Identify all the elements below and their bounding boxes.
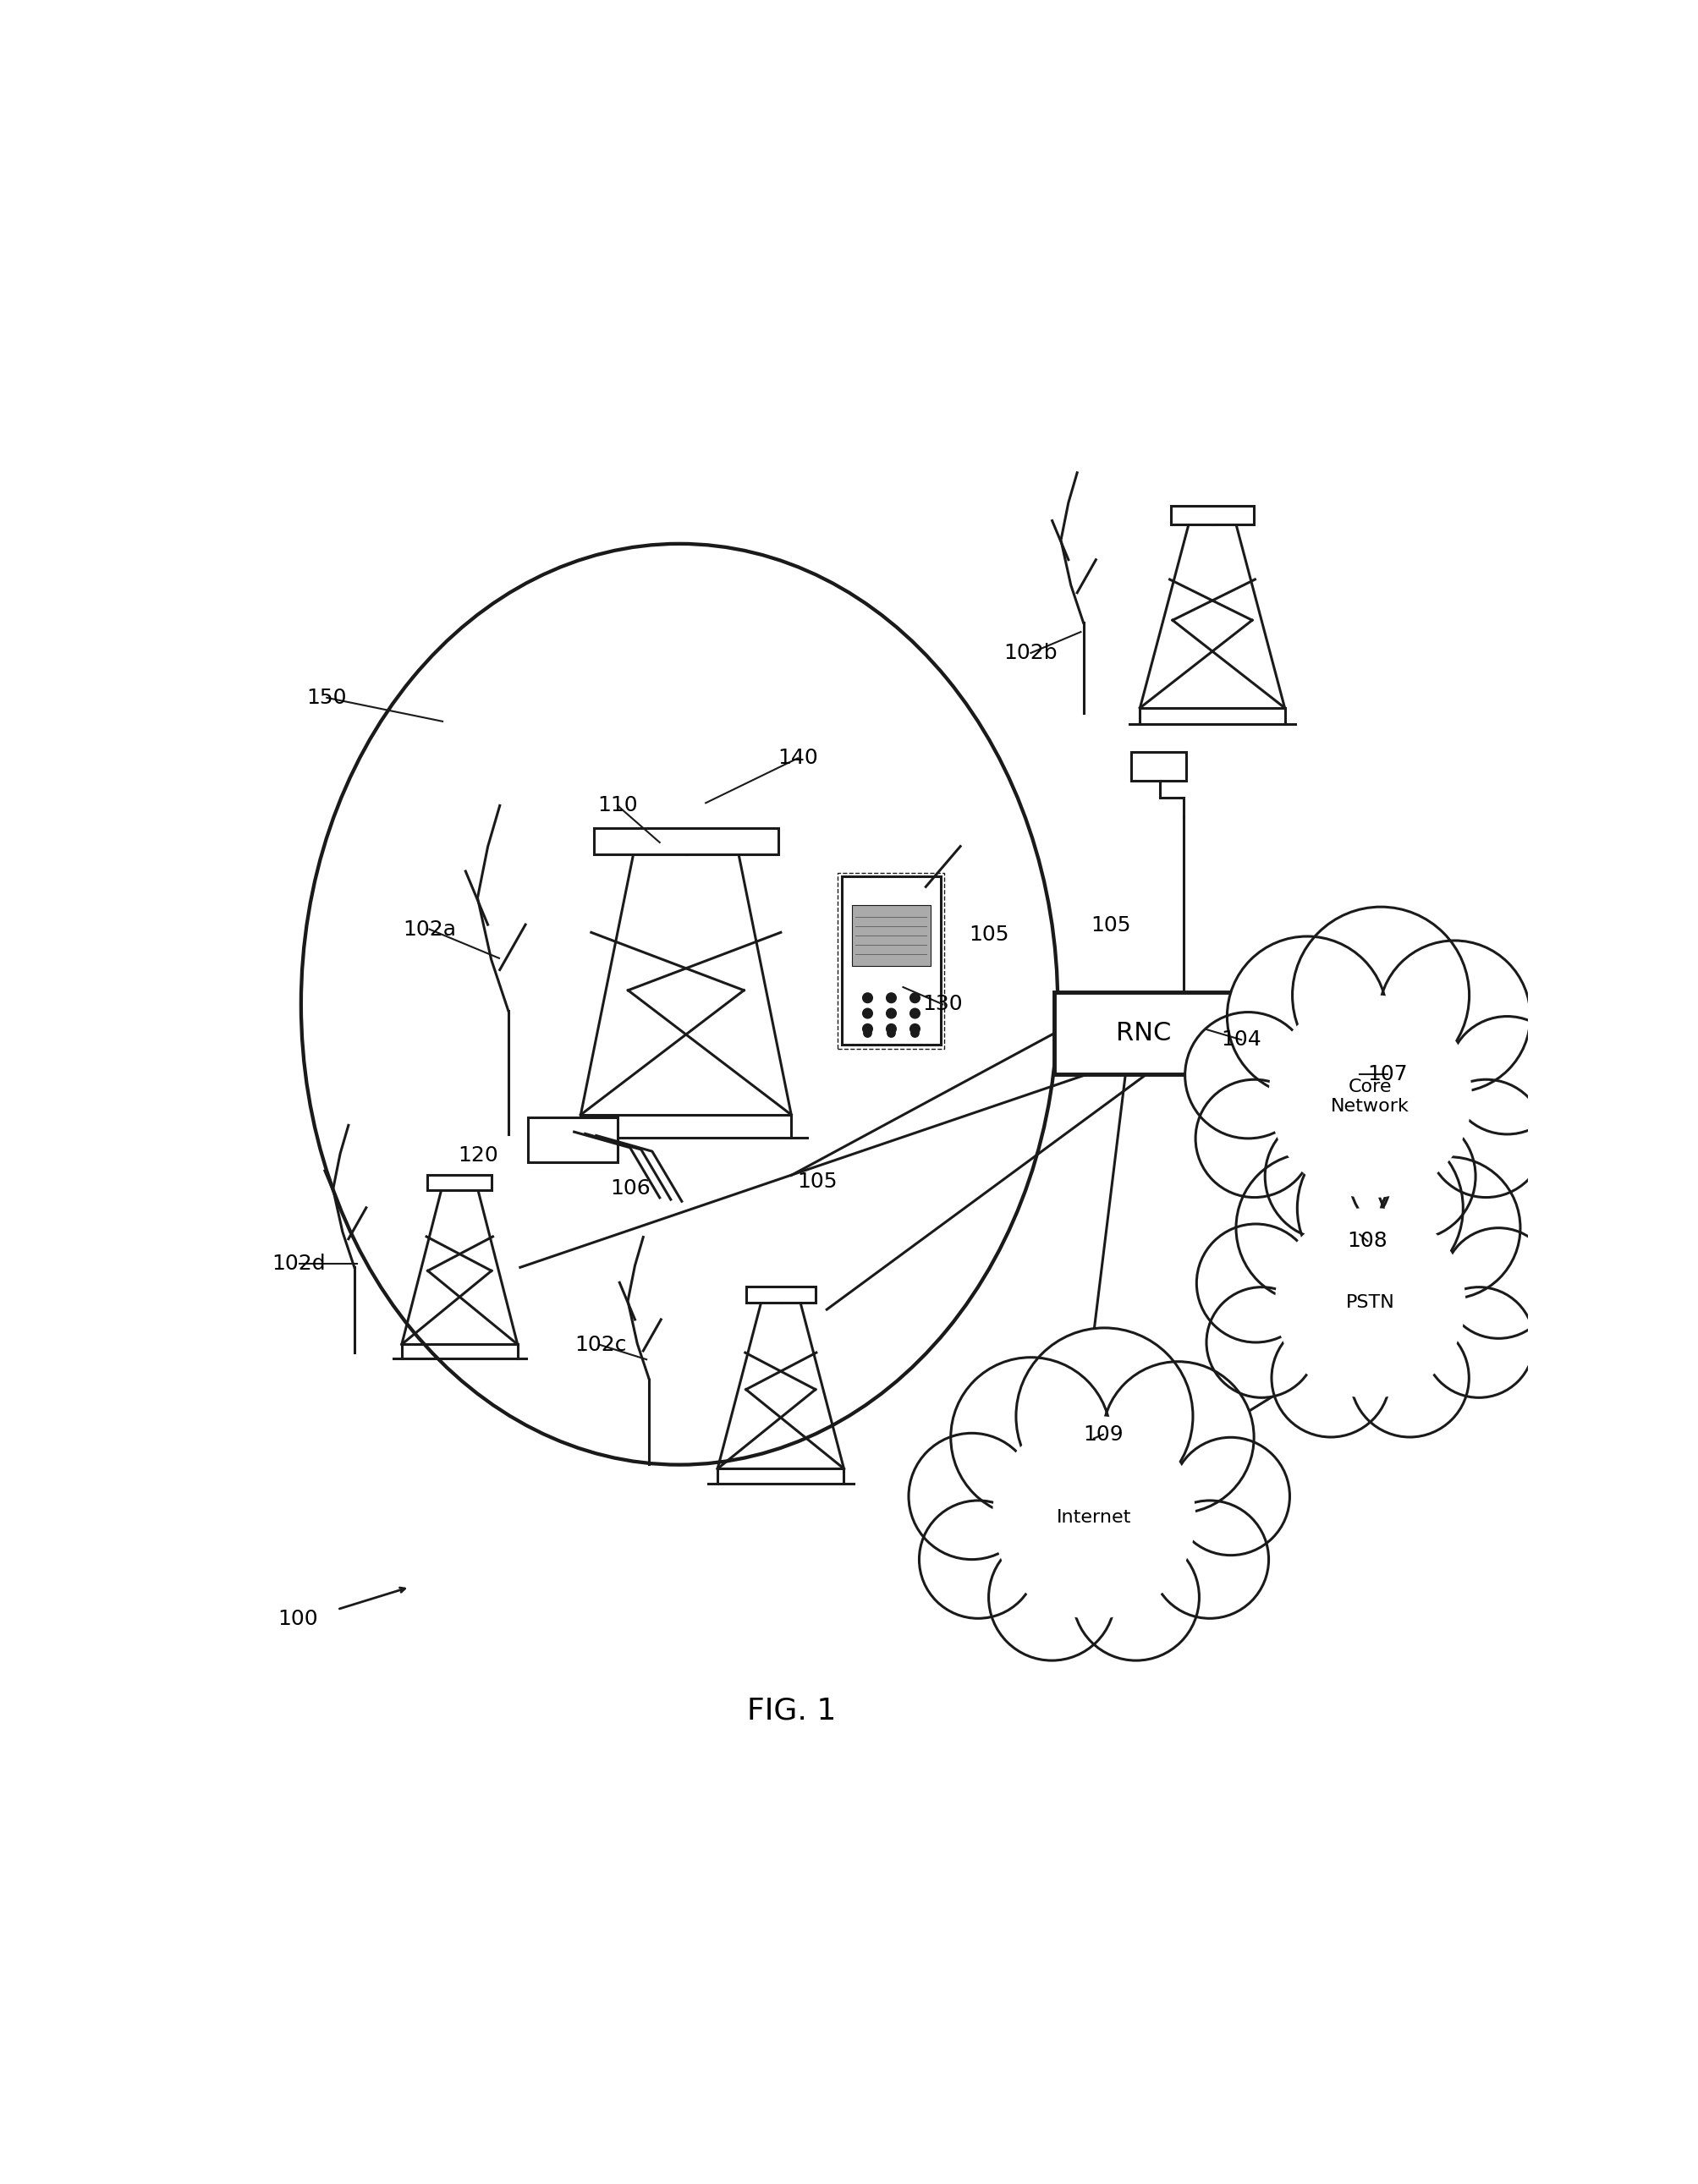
FancyBboxPatch shape xyxy=(745,1286,815,1304)
Circle shape xyxy=(1151,1500,1268,1618)
FancyBboxPatch shape xyxy=(852,904,931,965)
FancyBboxPatch shape xyxy=(1131,751,1185,780)
Text: 108: 108 xyxy=(1348,1232,1387,1251)
Circle shape xyxy=(1102,1361,1253,1514)
Circle shape xyxy=(1426,1079,1545,1197)
Circle shape xyxy=(863,994,873,1002)
Circle shape xyxy=(910,994,920,1002)
Text: 150: 150 xyxy=(307,688,346,708)
Circle shape xyxy=(1207,1286,1318,1398)
Circle shape xyxy=(1228,937,1387,1096)
Circle shape xyxy=(863,1024,873,1033)
Circle shape xyxy=(1268,996,1472,1197)
Circle shape xyxy=(951,1358,1110,1518)
Circle shape xyxy=(1185,1011,1311,1138)
Circle shape xyxy=(1379,1158,1520,1299)
Circle shape xyxy=(1292,906,1469,1083)
Circle shape xyxy=(1172,1437,1290,1555)
FancyBboxPatch shape xyxy=(428,1175,492,1190)
Text: 102a: 102a xyxy=(402,919,457,939)
Circle shape xyxy=(910,1009,920,1018)
Circle shape xyxy=(864,1029,871,1037)
Text: 130: 130 xyxy=(922,994,963,1013)
Circle shape xyxy=(919,1500,1037,1618)
Text: Internet: Internet xyxy=(1056,1509,1131,1527)
Text: 107: 107 xyxy=(1367,1064,1408,1083)
Text: PSTN: PSTN xyxy=(1347,1295,1394,1310)
Circle shape xyxy=(1379,941,1530,1092)
Circle shape xyxy=(1236,1153,1386,1304)
Text: RNC: RNC xyxy=(1116,1020,1172,1046)
Circle shape xyxy=(1297,1125,1464,1291)
Text: 140: 140 xyxy=(778,749,818,769)
Text: 120: 120 xyxy=(458,1144,498,1166)
Circle shape xyxy=(1423,1286,1533,1398)
Text: 102b: 102b xyxy=(1004,642,1058,664)
Circle shape xyxy=(1195,1079,1314,1197)
Circle shape xyxy=(888,1029,895,1037)
Circle shape xyxy=(1265,1114,1391,1241)
Text: 105: 105 xyxy=(798,1171,837,1192)
Text: FIG. 1: FIG. 1 xyxy=(747,1697,835,1725)
Circle shape xyxy=(1073,1533,1199,1660)
Circle shape xyxy=(908,1433,1036,1559)
Circle shape xyxy=(1448,1016,1566,1133)
Circle shape xyxy=(886,1009,897,1018)
Circle shape xyxy=(886,994,897,1002)
Circle shape xyxy=(910,1024,920,1033)
Circle shape xyxy=(1443,1227,1554,1339)
Circle shape xyxy=(1272,1319,1391,1437)
Circle shape xyxy=(988,1533,1116,1660)
Circle shape xyxy=(886,1024,897,1033)
Text: 104: 104 xyxy=(1221,1029,1262,1051)
FancyBboxPatch shape xyxy=(528,1118,618,1162)
FancyBboxPatch shape xyxy=(1172,507,1253,524)
Text: 109: 109 xyxy=(1083,1424,1124,1444)
Text: 102d: 102d xyxy=(272,1254,326,1273)
Text: 105: 105 xyxy=(968,924,1009,946)
Circle shape xyxy=(1197,1223,1314,1343)
Circle shape xyxy=(863,1009,873,1018)
Text: Core
Network: Core Network xyxy=(1331,1079,1409,1114)
FancyBboxPatch shape xyxy=(1054,992,1233,1075)
Text: 100: 100 xyxy=(278,1607,318,1629)
FancyBboxPatch shape xyxy=(594,828,778,854)
Text: 105: 105 xyxy=(1090,915,1131,935)
Text: 110: 110 xyxy=(598,795,638,817)
Circle shape xyxy=(1275,1208,1465,1398)
FancyBboxPatch shape xyxy=(842,876,941,1044)
Circle shape xyxy=(912,1029,919,1037)
Circle shape xyxy=(1015,1328,1194,1505)
Circle shape xyxy=(1350,1114,1476,1241)
Circle shape xyxy=(1350,1319,1469,1437)
Circle shape xyxy=(993,1415,1195,1618)
Text: 106: 106 xyxy=(611,1179,650,1199)
Text: 102c: 102c xyxy=(574,1334,627,1354)
